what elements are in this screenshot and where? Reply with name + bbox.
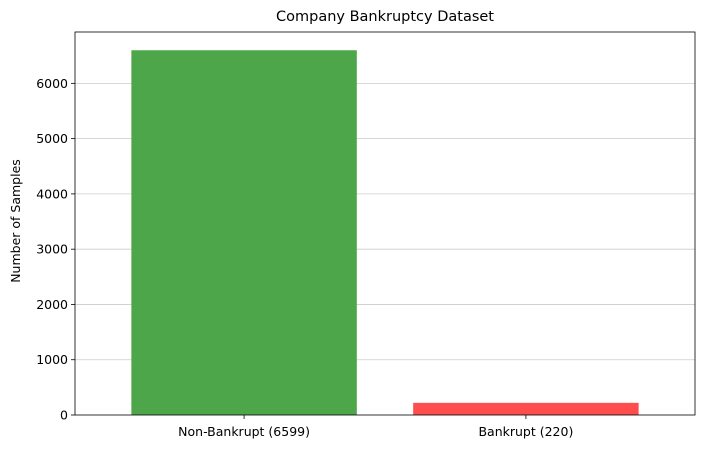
axes bbox=[74, 31, 696, 416]
plot-frame bbox=[74, 31, 696, 416]
y-tick-label: 2000 bbox=[36, 297, 68, 312]
y-tick-label: 6000 bbox=[36, 76, 68, 91]
bar bbox=[413, 402, 639, 415]
x-tick-label: Bankrupt (220) bbox=[478, 424, 573, 439]
y-tick-label: 0 bbox=[60, 408, 68, 423]
y-tick-label: 3000 bbox=[36, 242, 68, 257]
y-axis-label: Number of Samples bbox=[8, 159, 23, 283]
y-tick-label: 1000 bbox=[36, 352, 68, 367]
bars bbox=[131, 50, 639, 416]
chart-title: Company Bankruptcy Dataset bbox=[276, 9, 494, 25]
y-tick-label: 4000 bbox=[36, 186, 68, 201]
x-ticks: Non-Bankrupt (6599) Bankrupt (220) bbox=[178, 415, 573, 439]
y-ticks: 0 1000 2000 3000 4000 5000 6000 bbox=[36, 76, 75, 423]
y-tick-label: 5000 bbox=[36, 131, 68, 146]
x-tick-label: Non-Bankrupt (6599) bbox=[178, 424, 310, 439]
bar bbox=[131, 50, 357, 416]
